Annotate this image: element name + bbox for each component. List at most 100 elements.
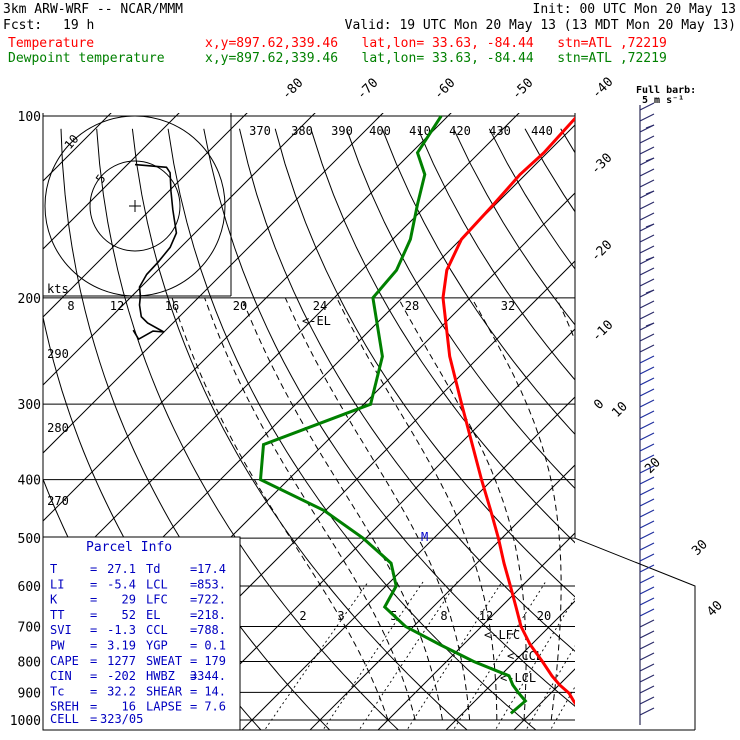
parcel-row-value: 218. [197,608,226,622]
parcel-row-eq: = [90,593,97,607]
parcel-row-value: 17.4 [197,562,226,576]
moist-adiabat-line [284,297,471,721]
parcel-row-value: 14. [204,684,226,698]
dry-adiabat-line [96,128,400,730]
wind-barb [639,619,655,628]
theta-label: 270 [47,494,69,508]
mixing-ratio-label: 20 [537,609,551,623]
dry-adiabat-line [453,128,575,326]
wind-barb [639,498,655,507]
theta-label: 290 [47,347,69,361]
isotherm-label: -30 [588,151,615,178]
wind-barb [639,212,655,221]
mixing-ratio-label: 2 [299,609,306,623]
dewpoint-line [258,115,528,715]
hodo-speed-label: 32 [501,299,515,313]
theta-label: 380 [291,124,313,138]
wind-barb [639,146,655,155]
parcel-info-title: Parcel Info [86,540,172,555]
isotherm-line [43,113,316,386]
dry-adiabat-line [310,128,575,544]
dry-adiabat-line [381,128,575,436]
dry-adiabat-line [167,128,537,730]
isotherm-line [579,103,740,733]
parcel-row-eq: = [190,577,197,591]
isotherm-line [43,113,180,250]
isotherm-line [647,103,740,733]
wind-barb [639,685,655,694]
wind-barb [639,410,655,419]
parcel-row-value: 179 [204,654,226,668]
isotherm-line [377,532,575,730]
temperature-line [441,116,575,706]
parcel-row-eq: = [190,562,197,576]
right-axis-extension [574,537,696,730]
parcel-row-label: PW [50,639,65,653]
mixing-ratio-line [494,596,575,730]
mixing-ratio-label: 8 [440,609,447,623]
wind-barb [639,476,655,485]
wind-barb [639,608,655,617]
wind-barb [639,641,655,650]
dry-adiabat-line [239,128,575,652]
hodograph-ring-label: 10 [62,132,82,152]
dry-adiabat-line [417,128,575,381]
isotherm-label: -50 [509,76,536,103]
wind-barb [639,542,655,551]
parcel-row-label: LFC [146,593,168,607]
parcel-row-value: 32.2 [107,684,136,698]
mixing-ratio-line [406,581,503,730]
parcel-row-eq: = [90,712,97,726]
parcel-row-value: 29 [122,593,136,607]
pressure-tick-label: 900 [18,686,41,701]
wind-barb [639,553,655,562]
parcel-row-label: K [50,593,58,607]
wind-barb [639,245,655,254]
wind-barb [639,388,655,397]
parcel-row-eq: = [90,654,97,668]
dry-adiabat-line [632,129,740,733]
parcel-row-value: 1277 [107,654,136,668]
hodograph-units: kts [47,282,69,296]
legend-temperature-name: Temperature [8,36,95,51]
wind-barb [639,575,655,584]
wind-barb-flag [645,256,655,261]
legend-dewpoint-info: x,y=897.62,339.46 lat,lon= 33.63, -84.44… [205,51,667,66]
isotherm-line [43,113,248,318]
wind-barb-flag [645,190,655,195]
wind-barb [639,663,655,672]
theta-label: 280 [47,421,69,435]
parcel-row-value: 16 [122,700,136,714]
parcel-row-value: 853. [197,577,226,591]
isotherm-line [715,103,740,733]
parcel-row-label: SVI [50,623,72,637]
theta-label: 400 [369,124,391,138]
hodograph-ring [89,160,181,252]
theta-label: 420 [449,124,471,138]
dry-adiabat-line [524,128,575,213]
theta-label: 390 [331,124,353,138]
dry-adiabat-line [131,128,468,730]
wind-barb [639,630,655,639]
parcel-row-label: SHEAR [146,684,183,698]
mixing-ratio-label: 12 [479,609,493,623]
pressure-tick-label: 600 [18,580,41,595]
wind-barb [639,102,655,111]
isotherm-line [513,668,575,730]
parcel-row-value: 3344. [190,669,226,683]
hodograph-ring [44,115,226,296]
parcel-row-value: -202 [107,669,136,683]
parcel-row-eq: = [90,669,97,683]
wind-barbs [639,102,655,725]
wind-barb [639,509,655,518]
valid-time: Valid: 19 UTC Mon 20 May 13 (13 MDT Mon … [344,18,736,33]
wind-barb [639,366,655,375]
barb-legend-title: Full barb: [636,85,696,96]
dry-adiabat-line [668,129,740,733]
parcel-row-value: -1.3 [107,623,136,637]
parcel-row-label: CCL [146,623,168,637]
parcel-row-eq: = [190,654,197,668]
wind-barb [639,267,655,276]
parcel-row-label: TT [50,608,64,622]
wind-barb [639,707,655,716]
